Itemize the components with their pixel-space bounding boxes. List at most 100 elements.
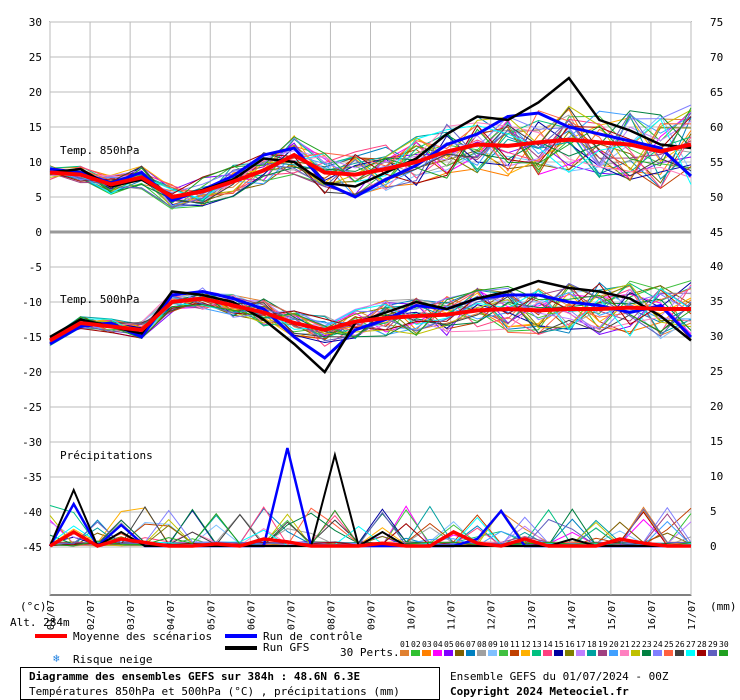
right-tick-label: 40 — [710, 260, 723, 273]
right-tick-label: 15 — [710, 435, 723, 448]
x-tick-label: 05/07 — [206, 600, 217, 630]
right-tick-label: 50 — [710, 191, 723, 204]
pert-swatch — [400, 650, 409, 656]
pert-swatch — [510, 650, 519, 656]
pert-swatch — [719, 650, 728, 656]
ensemble-member-t850 — [49, 118, 692, 196]
pert-swatch — [576, 650, 585, 656]
series-mean-t500 — [49, 296, 691, 343]
pert-number: 08 — [477, 640, 487, 649]
altitude-label: Alt. 284m — [10, 616, 70, 629]
left-tick-label: -40 — [22, 506, 42, 519]
pert-swatch — [521, 650, 530, 656]
pert-number: 20 — [609, 640, 619, 649]
pert-swatch — [554, 650, 563, 656]
pert-number: 01 — [400, 640, 410, 649]
copyright: Copyright 2024 Meteociel.fr — [450, 685, 629, 698]
panel-label-t850: Temp. 850hPa — [60, 144, 139, 157]
legend-gfs-label: Run GFS — [263, 641, 310, 654]
pert-swatch — [609, 650, 618, 656]
snowflake-icon: ❄ — [53, 652, 60, 665]
panel-label-precip: Précipitations — [60, 449, 153, 462]
pert-number: 04 — [433, 640, 443, 649]
pert-number: 16 — [565, 640, 575, 649]
pert-swatch — [631, 650, 640, 656]
pert-swatch — [565, 650, 574, 656]
right-tick-label: 45 — [710, 226, 723, 239]
footer-title: Diagramme des ensembles GEFS sur 384h : … — [29, 670, 361, 683]
pert-number: 22 — [631, 640, 641, 649]
x-tick-label: 02/07 — [86, 600, 97, 630]
pert-number: 23 — [642, 640, 652, 649]
pert-number: 25 — [664, 640, 674, 649]
x-tick-label: 08/07 — [326, 600, 337, 630]
pert-swatch — [675, 650, 684, 656]
left-tick-label: -45 — [22, 541, 42, 554]
right-tick-label: 0 — [710, 540, 717, 553]
pert-number: 30 — [719, 640, 729, 649]
ensemble-member-precip — [49, 516, 692, 547]
pert-number: 06 — [455, 640, 465, 649]
right-tick-label: 5 — [710, 505, 717, 518]
left-tick-label: -30 — [22, 436, 42, 449]
pert-swatch — [697, 650, 706, 656]
pert-number: 03 — [422, 640, 432, 649]
pert-swatch — [433, 650, 442, 656]
footer-box: Diagramme des ensembles GEFS sur 384h : … — [20, 667, 440, 700]
pert-swatch — [708, 650, 717, 656]
panel-label-t500: Temp. 500hPa — [60, 293, 139, 306]
ensemble-member-t500 — [49, 288, 692, 339]
legend-snow-label: Risque neige — [73, 653, 153, 666]
right-tick-label: 20 — [710, 400, 723, 413]
x-tick-label: 10/07 — [407, 600, 418, 630]
pert-number: 07 — [466, 640, 476, 649]
right-tick-label: 75 — [710, 16, 723, 29]
x-tick-label: 01/07 — [46, 600, 57, 630]
left-tick-label: 0 — [35, 226, 42, 239]
pert-swatch — [466, 650, 475, 656]
left-tick-label: 15 — [29, 121, 42, 134]
left-tick-label: -20 — [22, 366, 42, 379]
right-tick-label: 70 — [710, 51, 723, 64]
pert-number: 02 — [411, 640, 421, 649]
pert-swatch — [598, 650, 607, 656]
pert-number: 27 — [686, 640, 696, 649]
x-axis: 01/07 02/07 03/07 04/07 05/07 06/07 07/07 08/07… — [46, 600, 698, 630]
pert-number: 09 — [488, 640, 498, 649]
pert-swatch — [499, 650, 508, 656]
pert-number: 21 — [620, 640, 630, 649]
pert-swatch — [543, 650, 552, 656]
legend-perts-label: 30 Perts. — [340, 646, 400, 659]
pert-swatch — [455, 650, 464, 656]
x-tick-label: 17/07 — [687, 600, 698, 630]
pert-swatch — [664, 650, 673, 656]
x-tick-label: 09/07 — [367, 600, 378, 630]
ensemble-member-t500 — [49, 290, 692, 340]
pert-number: 19 — [598, 640, 608, 649]
x-tick-label: 06/07 — [246, 600, 257, 630]
pert-number: 29 — [708, 640, 718, 649]
series-gfs-t500 — [49, 279, 692, 374]
pert-number: 10 — [499, 640, 509, 649]
x-tick-label: 13/07 — [527, 600, 538, 630]
pert-number: 13 — [532, 640, 542, 649]
left-tick-label: 10 — [29, 156, 42, 169]
pert-number: 05 — [444, 640, 454, 649]
pert-number: 28 — [697, 640, 707, 649]
left-tick-label: -25 — [22, 401, 42, 414]
right-tick-label: 10 — [710, 470, 723, 483]
pert-swatch — [444, 650, 453, 656]
left-unit: (°c) — [20, 600, 47, 613]
left-axis: 30 25 20 15 10 5 0 -5 -10 -15 -20 -25 -30 -35 -40 -45 — [22, 16, 42, 554]
right-tick-label: 25 — [710, 365, 723, 378]
left-tick-label: 30 — [29, 16, 42, 29]
left-tick-label: -10 — [22, 296, 42, 309]
left-tick-label: -5 — [29, 261, 42, 274]
left-tick-label: 5 — [35, 191, 42, 204]
pert-number: 24 — [653, 640, 663, 649]
legend-control-label: Run de contrôle — [263, 630, 363, 643]
pert-swatch — [488, 650, 497, 656]
left-tick-label: 20 — [29, 86, 42, 99]
